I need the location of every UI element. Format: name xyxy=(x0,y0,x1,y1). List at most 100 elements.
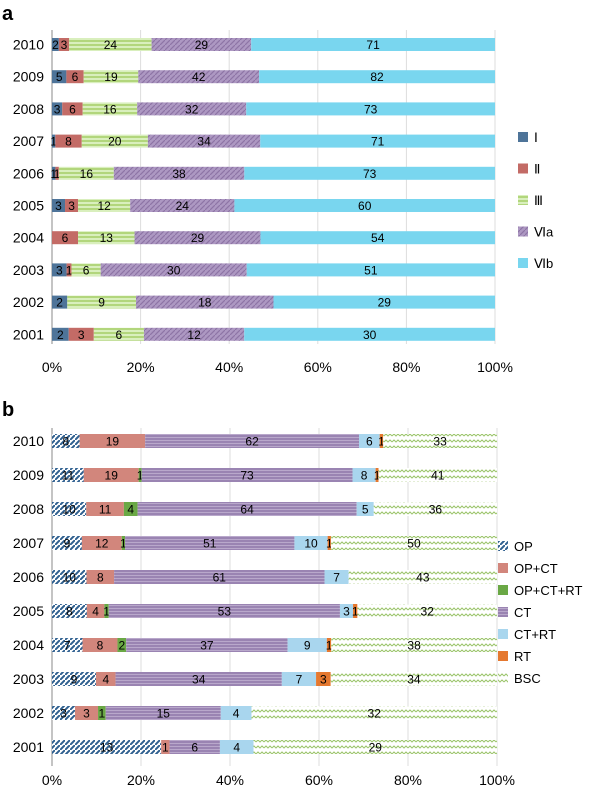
bar-row-2010: 8 19 62 6 1 33 xyxy=(52,434,497,449)
bar-segment-series xyxy=(67,295,137,309)
legend-swatch-rt xyxy=(498,651,508,661)
bar-segment-bsc xyxy=(373,502,497,516)
panel-b-x-ticks: 0% 20% 40% 60% 80% 100% xyxy=(42,772,515,788)
year-label: 2005 xyxy=(13,198,44,214)
bar-segment-b xyxy=(246,102,495,116)
bar-segment-series xyxy=(55,134,82,148)
data-label: 1 xyxy=(162,741,169,755)
data-label: 15 xyxy=(157,707,171,721)
bar-segment-series xyxy=(52,231,79,245)
bar-segment-op xyxy=(52,672,97,686)
data-label: 38 xyxy=(172,167,186,181)
data-label: 73 xyxy=(240,469,254,483)
bar-segment-bsc xyxy=(331,638,497,652)
data-label: 19 xyxy=(106,435,120,449)
bar-row-2001: 13 1 6 4 29 xyxy=(52,740,497,755)
bar-row-2004: 7 8 2 37 9 1 38 xyxy=(52,638,497,653)
bar-segment-op xyxy=(52,570,87,584)
data-label: 1 xyxy=(99,707,106,721)
data-label: 10 xyxy=(62,503,76,517)
data-label: 1 xyxy=(50,167,57,181)
bar-segment-rt xyxy=(326,638,332,652)
bar-row-2008: 3 6 16 32 73 xyxy=(52,102,495,116)
bar-segment-ct-plus-rt xyxy=(339,604,354,618)
data-label: 1 xyxy=(326,639,333,653)
bar-segment-op-plus-ct xyxy=(79,434,146,448)
panel-a-x-ticks: 0% 20% 40% 60% 80% 100% xyxy=(42,359,513,375)
data-label: 42 xyxy=(192,70,206,84)
bar-segment-op-plus-ct xyxy=(161,740,170,754)
data-label: 8 xyxy=(62,435,69,449)
data-label: 51 xyxy=(364,263,378,277)
data-label: 37 xyxy=(200,639,214,653)
legend-label-op-plus-ct-plus-rt: OP+CT+RT xyxy=(514,583,582,598)
year-label: 2003 xyxy=(13,262,44,278)
bar-segment-bsc xyxy=(378,468,497,482)
year-label: 2006 xyxy=(13,165,44,181)
legend-swatch-ct-plus-rt xyxy=(498,629,508,639)
data-label: 9 xyxy=(304,639,311,653)
bar-segment-ct-plus-rt xyxy=(359,434,380,448)
x-tick-label: 40% xyxy=(216,772,244,788)
data-label: 4 xyxy=(233,707,240,721)
bar-segment-op-plus-ct xyxy=(83,468,139,482)
data-label: 12 xyxy=(187,328,201,342)
panel-a-legend: Ⅰ Ⅱ Ⅲ Ⅵa Ⅵb xyxy=(518,130,554,271)
data-label: 8 xyxy=(66,605,73,619)
bar-segment-series xyxy=(66,70,84,84)
bar-segment-op-plus-ct-plus-rt xyxy=(123,502,138,516)
bar-segment-op-plus-ct-plus-rt xyxy=(117,638,127,652)
bar-segment-rt xyxy=(379,434,384,448)
bar-row-2002: 3 3 1 15 4 32 xyxy=(52,706,497,721)
year-label: 2008 xyxy=(13,101,44,117)
bar-segment-a xyxy=(143,327,245,341)
bar-segment-b xyxy=(234,199,496,212)
bar-segment-op-plus-ct-plus-rt xyxy=(138,468,142,482)
bar-segment-a xyxy=(100,263,247,277)
panel-b-label: b xyxy=(2,399,14,421)
x-tick-label: 20% xyxy=(127,359,155,375)
year-label: 2004 xyxy=(13,230,44,246)
data-label: 32 xyxy=(421,605,435,619)
bar-segment-op-plus-ct xyxy=(82,638,118,652)
legend-swatch-ct xyxy=(498,607,508,617)
data-label: 1 xyxy=(120,537,127,551)
data-label: 6 xyxy=(69,102,76,116)
year-label: 2002 xyxy=(13,294,44,310)
bar-segment-series xyxy=(81,134,148,148)
bar-segment-op xyxy=(52,468,84,482)
data-label: 2 xyxy=(52,38,59,52)
bar-row-2009: 5 6 19 42 82 xyxy=(52,70,495,84)
bar-segment-a xyxy=(130,199,235,212)
x-tick-label: 60% xyxy=(304,359,332,375)
bar-row-2010: 2 3 24 29 71 xyxy=(52,38,495,52)
year-label: 2006 xyxy=(13,569,44,585)
data-label: 7 xyxy=(333,571,340,585)
bar-segment-op xyxy=(52,604,87,618)
data-label: 51 xyxy=(203,537,217,551)
bar-segment-a xyxy=(113,166,245,180)
legend-swatch-a xyxy=(518,226,528,237)
bar-row-2006: 11 16 38 73 xyxy=(50,166,495,181)
bar-segment-op xyxy=(52,434,80,448)
bar-segment-ct xyxy=(169,740,220,754)
bar-row-2001: 2 3 6 12 30 xyxy=(52,327,495,342)
bar-segment-ct xyxy=(114,570,325,584)
data-label: 29 xyxy=(195,38,209,52)
bar-segment-series xyxy=(55,166,59,180)
bar-segment-series xyxy=(83,70,139,84)
data-label: 30 xyxy=(167,263,181,277)
data-label: 16 xyxy=(103,102,117,116)
bar-segment-op-plus-ct xyxy=(96,672,116,686)
bar-segment-series xyxy=(78,199,131,212)
bar-segment-b xyxy=(273,295,495,309)
bar-segment-series xyxy=(65,199,79,212)
legend-swatch-series xyxy=(518,132,528,142)
bar-segment-b xyxy=(260,134,495,148)
bar-segment-op-plus-ct-plus-rt xyxy=(104,604,109,618)
bar-segment-series xyxy=(52,102,63,116)
x-tick-label: 40% xyxy=(215,359,243,375)
data-label: 34 xyxy=(407,673,421,687)
data-label: 20 xyxy=(108,135,122,149)
